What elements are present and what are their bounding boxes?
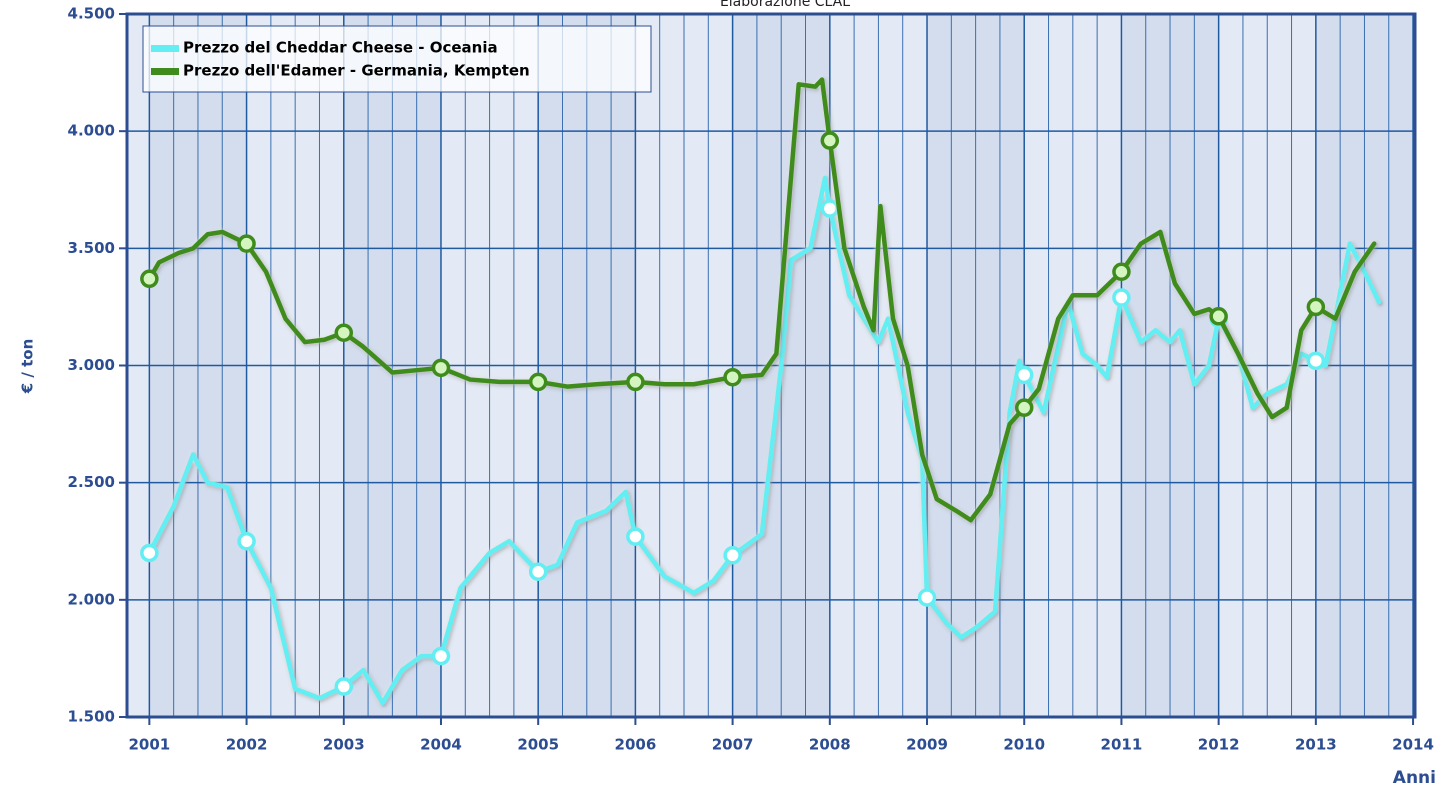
y-axis-label: € / ton [19, 339, 37, 395]
point-marker [820, 131, 840, 150]
point-marker [237, 532, 256, 551]
point-marker [140, 269, 159, 289]
x-tick-label: 2011 [1101, 736, 1143, 754]
legend-label: Prezzo dell'Edamer - Germania, Kempten [183, 62, 530, 80]
point-marker [1306, 351, 1326, 371]
point-marker [237, 234, 256, 253]
y-tick-label: 2.000 [68, 590, 115, 608]
point-marker [1112, 262, 1131, 282]
point-marker [431, 358, 451, 378]
point-marker [723, 546, 742, 565]
legend-label: Prezzo del Cheddar Cheese - Oceania [183, 39, 498, 57]
point-marker [1014, 398, 1034, 417]
legend-swatch [151, 68, 179, 75]
point-marker [1112, 288, 1131, 307]
y-tick-label: 2.500 [68, 473, 115, 491]
point-marker [334, 677, 354, 696]
x-tick-label: 2001 [128, 736, 170, 754]
point-marker [528, 562, 548, 581]
series-line [147, 175, 1382, 706]
x-tick-label: 2012 [1198, 736, 1240, 754]
y-tick-label: 3.000 [68, 356, 115, 374]
chart-subtitle: Elaborazione CLAL [720, 0, 850, 10]
y-tick-label: 1.500 [68, 708, 115, 726]
point-marker [1209, 307, 1228, 326]
point-marker [1014, 365, 1034, 385]
x-tick-label: 2006 [615, 736, 657, 754]
x-tick-label: 2008 [809, 736, 851, 754]
point-marker [626, 372, 645, 392]
x-tick-label: 2010 [1003, 736, 1045, 754]
plot-frame [125, 12, 1417, 719]
x-axis-label: Anni [1393, 768, 1436, 788]
point-marker [723, 367, 742, 387]
point-marker [626, 527, 645, 546]
x-tick-label: 2002 [226, 736, 268, 754]
x-tick-label: 2009 [906, 736, 948, 754]
point-marker [431, 646, 451, 666]
point-marker [1306, 297, 1326, 317]
legend-box [142, 25, 652, 93]
x-tick-label: 2007 [712, 736, 754, 754]
y-tick-label: 4.500 [68, 5, 115, 23]
x-tick-label: 2013 [1295, 736, 1337, 754]
x-tick-label: 2005 [517, 736, 559, 754]
point-marker [917, 588, 937, 607]
legend-swatch [151, 45, 179, 52]
point-marker [140, 543, 159, 563]
x-tick-label: 2004 [420, 736, 462, 754]
y-tick-label: 4.000 [68, 122, 115, 140]
x-tick-label: 2014 [1392, 736, 1434, 754]
y-tick-label: 3.500 [68, 239, 115, 257]
point-marker [820, 199, 840, 218]
point-marker [334, 323, 354, 342]
point-marker [528, 372, 548, 392]
x-tick-label: 2003 [323, 736, 365, 754]
